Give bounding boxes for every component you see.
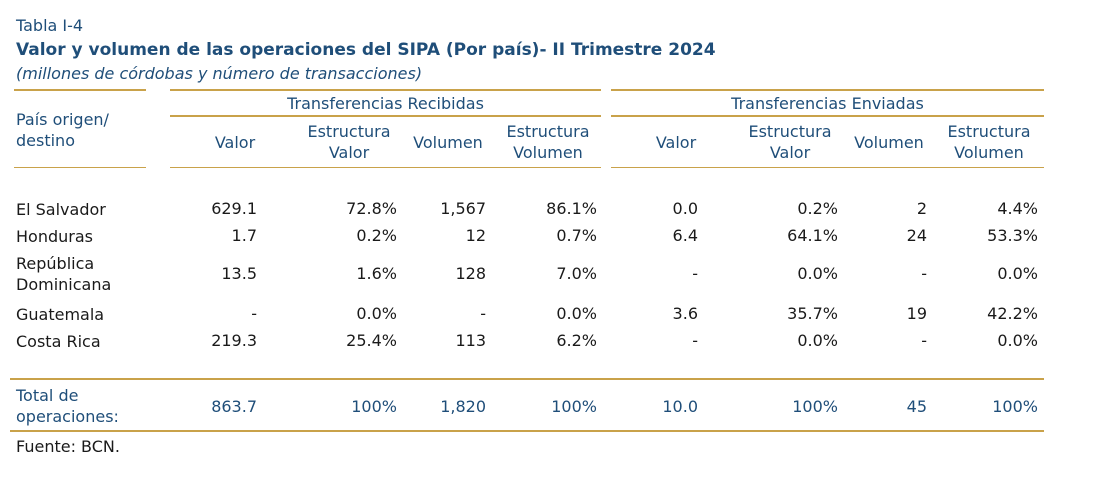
cell-estructura-valor-enviadas: 0.0% [797,331,838,350]
cell-valor-recibidas: 1.7 [231,226,257,245]
column-header-valor-recibidas: Valor [214,133,256,152]
cell-estructura-valor-enviadas: 0.0% [797,264,838,283]
column-header-valor-enviadas: Valor [655,133,697,152]
cell-valor-enviadas: 3.6 [672,304,698,323]
cell-volumen-enviadas: 24 [906,226,927,245]
source-note: Fuente: BCN. [16,437,120,456]
row-country: República Dominicana [16,254,112,294]
cell-volumen-recibidas: 113 [455,331,486,350]
column-header-estructura-valor-recibidas: Estructura Valor [307,122,391,162]
cell-estructura-volumen-enviadas: 53.3% [987,226,1038,245]
cell-estructura-volumen-recibidas: 0.0% [556,304,597,323]
cell-estructura-valor-enviadas: 64.1% [787,226,838,245]
row-country: Costa Rica [16,332,101,351]
cell-estructura-valor-recibidas: 72.8% [346,199,397,218]
cell-volumen-recibidas: 12 [465,226,486,245]
cell-volumen-enviadas: 2 [916,199,927,218]
cell-estructura-volumen-enviadas: 4.4% [997,199,1038,218]
row-country: Honduras [16,227,93,246]
cell-estructura-volumen-enviadas: 42.2% [987,304,1038,323]
total-label: Total de operaciones: [16,386,119,426]
total-estructura-valor-enviadas: 100% [792,397,838,416]
cell-valor-recibidas: - [251,304,257,323]
cell-volumen-enviadas: - [921,264,927,283]
cell-valor-enviadas: - [692,264,698,283]
row-country: El Salvador [16,200,106,219]
total-top-rule [10,378,1044,380]
cell-estructura-valor-enviadas: 35.7% [787,304,838,323]
header-rule-sent [611,167,1044,168]
cell-estructura-volumen-enviadas: 0.0% [997,264,1038,283]
column-header-estructura-volumen-recibidas: Estructura Volumen [506,122,590,162]
cell-estructura-valor-recibidas: 0.0% [356,304,397,323]
cell-volumen-recibidas: 128 [455,264,486,283]
cell-estructura-volumen-recibidas: 6.2% [556,331,597,350]
cell-estructura-valor-recibidas: 25.4% [346,331,397,350]
cell-estructura-volumen-enviadas: 0.0% [997,331,1038,350]
cell-valor-recibidas: 219.3 [211,331,257,350]
column-header-volumen-enviadas: Volumen [854,133,924,152]
header-rule-left [14,167,146,168]
group-header-received: Transferencias Recibidas [287,94,484,113]
cell-valor-recibidas: 629.1 [211,199,257,218]
cell-estructura-valor-enviadas: 0.2% [797,199,838,218]
group-header-sent: Transferencias Enviadas [731,94,924,113]
row-country: Guatemala [16,305,105,324]
cell-valor-enviadas: 0.0 [672,199,698,218]
cell-volumen-recibidas: - [480,304,486,323]
cell-estructura-volumen-recibidas: 0.7% [556,226,597,245]
total-volumen-recibidas: 1,820 [440,397,486,416]
cell-estructura-volumen-recibidas: 86.1% [546,199,597,218]
total-valor-enviadas: 10.0 [662,397,698,416]
total-bottom-rule [10,430,1044,432]
cell-estructura-valor-recibidas: 1.6% [356,264,397,283]
top-rule-received [170,89,601,91]
cell-volumen-enviadas: - [921,331,927,350]
top-rule-left [14,89,146,91]
cell-volumen-enviadas: 19 [906,304,927,323]
cell-valor-enviadas: 6.4 [672,226,698,245]
country-column-header: País origen/ destino [16,110,109,150]
total-estructura-volumen-recibidas: 100% [551,397,597,416]
header-rule-received [170,167,601,168]
table-title: Valor y volumen de las operaciones del S… [16,40,716,60]
cell-valor-enviadas: - [692,331,698,350]
column-header-estructura-volumen-enviadas: Estructura Volumen [947,122,1031,162]
total-volumen-enviadas: 45 [906,397,927,416]
table-subtitle: (millones de córdobas y número de transa… [16,64,423,83]
group-rule-received [170,115,601,117]
total-estructura-volumen-enviadas: 100% [992,397,1038,416]
table-label: Tabla I-4 [16,16,84,35]
total-valor-recibidas: 863.7 [211,397,257,416]
cell-valor-recibidas: 13.5 [221,264,257,283]
cell-estructura-volumen-recibidas: 7.0% [556,264,597,283]
total-estructura-valor-recibidas: 100% [351,397,397,416]
cell-volumen-recibidas: 1,567 [440,199,486,218]
top-rule-sent [611,89,1044,91]
column-header-volumen-recibidas: Volumen [413,133,483,152]
group-rule-sent [611,115,1044,117]
cell-estructura-valor-recibidas: 0.2% [356,226,397,245]
column-header-estructura-valor-enviadas: Estructura Valor [748,122,832,162]
